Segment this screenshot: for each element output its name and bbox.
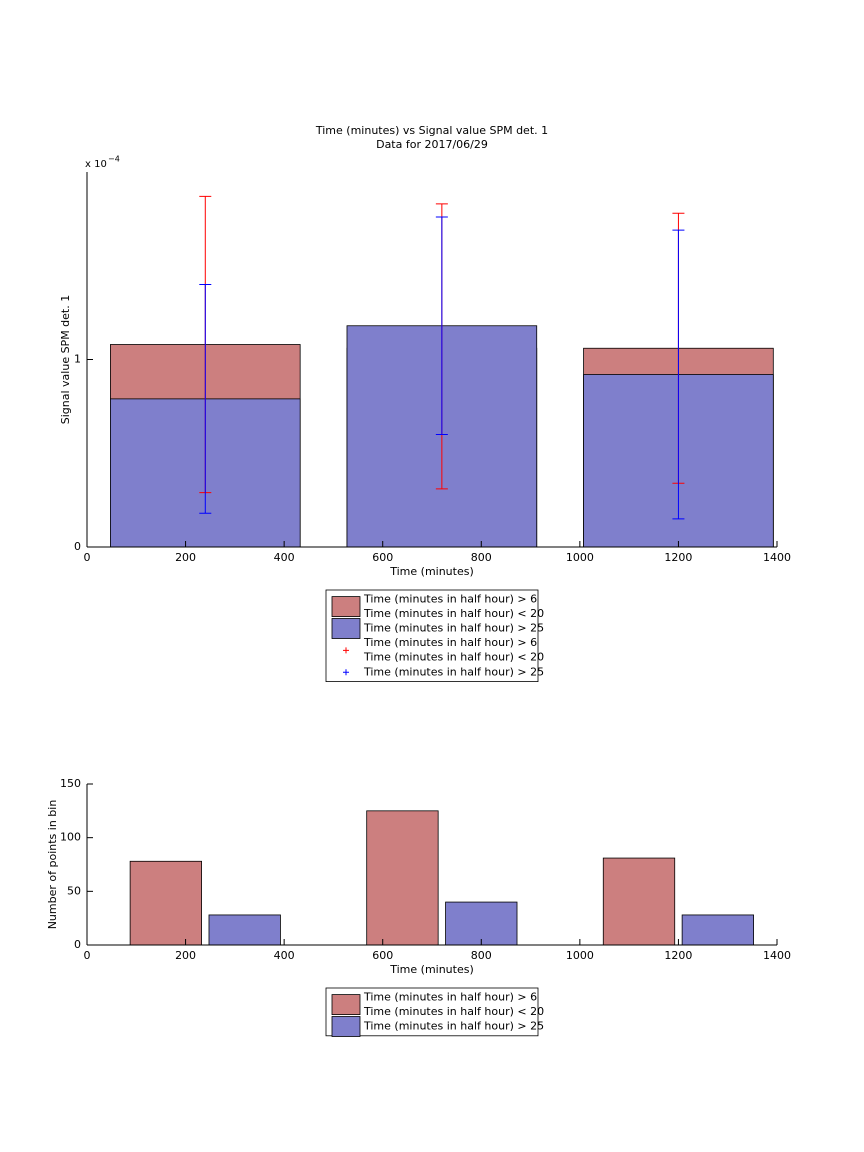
y-axis-label: Signal value SPM det. 1 bbox=[59, 295, 72, 425]
x-tick-label: 800 bbox=[471, 551, 492, 564]
bar bbox=[681, 914, 754, 946]
legend-label: Time (minutes in half hour) < 20 bbox=[363, 607, 544, 620]
y-tick-label: 50 bbox=[67, 884, 81, 897]
x-tick-label: 1200 bbox=[664, 949, 692, 962]
x-tick-label: 400 bbox=[274, 949, 295, 962]
x-tick-label: 0 bbox=[84, 551, 91, 564]
x-tick-label: 600 bbox=[372, 551, 393, 564]
y-tick-label: 0 bbox=[74, 938, 81, 951]
chart-title: Data for 2017/06/29 bbox=[376, 138, 488, 151]
legend-label: Time (minutes in half hour) < 20 bbox=[363, 651, 544, 664]
legend-label: Time (minutes in half hour) > 6 bbox=[363, 990, 537, 1003]
x-tick-label: 800 bbox=[471, 949, 492, 962]
y-tick-label: 1 bbox=[74, 353, 81, 366]
x-axis-label: Time (minutes) bbox=[389, 565, 474, 578]
legend-label: Time (minutes in half hour) > 6 bbox=[363, 592, 537, 605]
chart-title: Time (minutes) vs Signal value SPM det. … bbox=[315, 124, 548, 137]
y-tick-label: 100 bbox=[60, 831, 81, 844]
y-multiplier: x 10 bbox=[85, 159, 107, 170]
x-tick-label: 1400 bbox=[763, 949, 791, 962]
x-tick-label: 600 bbox=[372, 949, 393, 962]
legend-box bbox=[325, 589, 539, 682]
error-bar bbox=[435, 216, 448, 435]
x-tick-label: 1000 bbox=[566, 949, 594, 962]
x-tick-label: 400 bbox=[274, 551, 295, 564]
legend-swatch bbox=[331, 618, 361, 639]
legend-label: Time (minutes in half hour) > 6 bbox=[363, 636, 537, 649]
y-tick-label: 150 bbox=[60, 777, 81, 790]
legend-swatch bbox=[331, 1016, 361, 1037]
y-axis-label: Number of points in bin bbox=[46, 800, 59, 930]
legend-swatch bbox=[331, 994, 361, 1015]
bar bbox=[366, 810, 439, 946]
y-multiplier-exponent: −4 bbox=[108, 155, 120, 164]
legend-swatch bbox=[331, 596, 361, 617]
legend-label: Time (minutes in half hour) > 25 bbox=[363, 622, 544, 635]
error-bar bbox=[199, 284, 212, 514]
x-tick-label: 200 bbox=[175, 551, 196, 564]
x-tick-label: 200 bbox=[175, 949, 196, 962]
legend: Time (minutes in half hour) > 6 Time (min… bbox=[325, 987, 544, 1037]
y-tick-label: 0 bbox=[74, 540, 81, 553]
legend-label: Time (minutes in half hour) > 25 bbox=[363, 1020, 544, 1033]
legend-label: Time (minutes in half hour) < 20 bbox=[363, 1005, 544, 1018]
bar bbox=[602, 857, 676, 946]
error-bar bbox=[672, 229, 685, 520]
x-tick-label: 1200 bbox=[664, 551, 692, 564]
bar bbox=[208, 914, 281, 946]
x-tick-label: 0 bbox=[84, 949, 91, 962]
legend-marker bbox=[343, 669, 349, 676]
legend-label: Time (minutes in half hour) > 25 bbox=[363, 665, 544, 678]
legend-box bbox=[325, 987, 539, 1037]
x-tick-label: 1400 bbox=[763, 551, 791, 564]
x-axis-label: Time (minutes) bbox=[389, 963, 474, 976]
bar bbox=[129, 860, 202, 946]
x-tick-label: 1000 bbox=[566, 551, 594, 564]
legend-marker bbox=[343, 647, 349, 654]
bar bbox=[445, 901, 518, 946]
